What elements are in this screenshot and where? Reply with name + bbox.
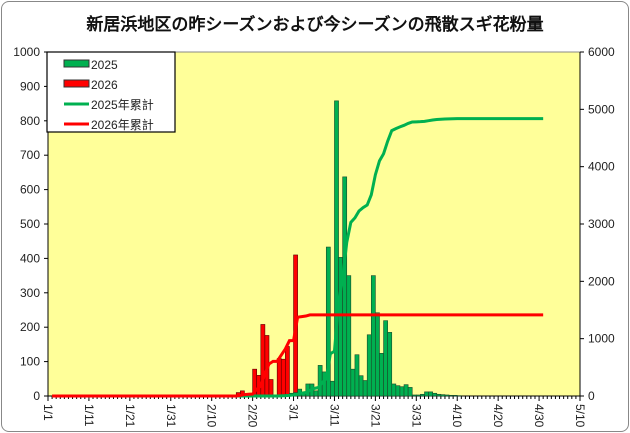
bar-2025	[342, 176, 348, 397]
bar-2025	[330, 380, 335, 397]
bar-2026	[280, 358, 286, 397]
legend-swatch-0	[63, 59, 90, 68]
bar-2025	[346, 275, 352, 397]
bar-2025	[432, 392, 438, 397]
bar-2025	[354, 354, 360, 397]
y2-tick-label: 6000	[588, 45, 615, 59]
x-tick-label: 4/30	[532, 404, 546, 428]
y2-tick-label: 0	[588, 389, 595, 403]
bar-2025	[424, 391, 429, 397]
bar-2026	[285, 346, 290, 397]
y-tick-label: 200	[20, 320, 40, 334]
bar-2025	[411, 394, 417, 397]
bar-2025	[416, 394, 421, 397]
x-tick-label: 1/31	[164, 404, 178, 428]
x-tick-label: 1/21	[123, 404, 137, 428]
y-tick-label: 400	[20, 251, 40, 265]
y-tick-label: 300	[20, 286, 40, 300]
bar-2025	[399, 386, 405, 397]
bar-2025	[375, 312, 380, 397]
y-tick-label: 0	[33, 389, 40, 403]
x-tick-label: 1/1	[41, 404, 55, 421]
bar-2025	[366, 334, 372, 397]
bar-2026	[268, 379, 274, 397]
y2-tick-label: 4000	[588, 160, 615, 174]
x-tick-label: 1/11	[82, 404, 96, 427]
x-tick-label: 2/10	[205, 404, 219, 428]
y2-tick-label: 5000	[588, 102, 615, 116]
y-tick-label: 500	[20, 217, 40, 231]
y-tick-label: 100	[20, 355, 40, 369]
bar-2025	[334, 100, 339, 397]
legend-label: 2026	[91, 78, 118, 92]
bar-2025	[440, 394, 446, 397]
bar-2025	[395, 385, 401, 397]
bar-2025	[379, 353, 384, 397]
y2-tick-label: 2000	[588, 274, 615, 288]
x-tick-label: 3/21	[368, 404, 382, 428]
bar-2025	[370, 275, 376, 397]
bar-2025	[420, 393, 425, 397]
bar-2025	[452, 395, 458, 397]
bar-2025	[383, 320, 388, 397]
x-tick-label: 5/10	[573, 404, 587, 428]
legend-label: 2026年累計	[91, 117, 154, 132]
y-tick-label: 1000	[13, 45, 40, 59]
bar-2025	[448, 395, 454, 397]
legend-swatch-1	[63, 79, 90, 88]
y-tick-label: 600	[20, 183, 40, 197]
chart-title: 新居浜地区の昨シーズンおよび今シーズンの飛散スギ花粉量	[86, 15, 544, 35]
bar-2025	[428, 391, 433, 397]
y-tick-label: 800	[20, 114, 40, 128]
bar-2025	[436, 393, 442, 397]
legend-label: 2025年累計	[91, 97, 154, 112]
bar-2025	[391, 383, 397, 397]
y-tick-label: 700	[20, 148, 40, 162]
y2-tick-label: 3000	[588, 217, 615, 231]
y-tick-label: 900	[20, 79, 40, 93]
bar-2025	[387, 332, 393, 397]
bar-2026	[276, 358, 282, 397]
x-tick-label: 3/31	[409, 404, 423, 428]
bar-2025	[362, 380, 368, 397]
bar-2025	[317, 365, 323, 397]
x-tick-label: 3/1	[287, 404, 301, 421]
bar-2025	[313, 390, 319, 397]
line-2026-cumulative	[52, 313, 544, 398]
x-tick-label: 3/11	[327, 404, 341, 427]
legend-label: 2025	[91, 58, 118, 72]
bar-2025	[407, 387, 413, 397]
x-tick-label: 4/20	[491, 404, 505, 428]
bar-2025	[358, 375, 364, 397]
bar-2025	[444, 394, 450, 397]
x-tick-label: 2/20	[246, 404, 260, 428]
bar-2025	[350, 368, 356, 397]
bar-2025	[325, 246, 331, 397]
bar-2025	[403, 384, 409, 397]
y2-tick-label: 1000	[588, 332, 615, 346]
x-tick-label: 4/10	[450, 404, 464, 428]
